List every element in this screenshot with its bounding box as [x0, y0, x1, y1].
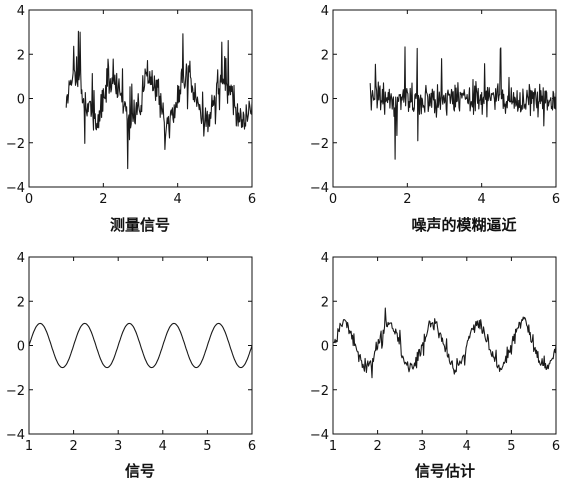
x-tick-label: 5 [507, 439, 515, 454]
x-tick-label: 0 [25, 192, 33, 207]
chart-panel-signal-estimate: 信号估计 1 2 3 4 5 6 −4 −2 0 2 4 [310, 251, 560, 480]
y-tick-label: 2 [321, 295, 329, 310]
y-tick-label: −4 [310, 181, 329, 196]
chart-panel-noise-fuzzy-approximation: 噪声的模糊逼近 0 2 4 6 −4 −2 0 2 4 [310, 4, 560, 234]
x-tick-label: 2 [99, 192, 107, 207]
y-tick-label: 2 [321, 48, 329, 63]
x-tick-label: 4 [174, 192, 182, 207]
panel-title: 信号估计 [415, 462, 475, 480]
y-tick-label: 4 [321, 4, 329, 19]
y-tick-label: 4 [321, 251, 329, 266]
x-tick-label: 1 [25, 439, 33, 454]
series-line [65, 30, 253, 170]
x-tick-label: 0 [329, 192, 337, 207]
x-tick-label: 6 [248, 439, 256, 454]
panel-title: 噪声的模糊逼近 [411, 216, 516, 234]
x-tick-label: 3 [114, 439, 122, 454]
x-tick-label: 4 [463, 439, 471, 454]
y-tick-label: 4 [17, 251, 25, 266]
x-tick-label: 4 [159, 439, 167, 454]
x-tick-label: 2 [403, 192, 411, 207]
y-tick-label: 0 [17, 340, 25, 355]
y-tick-label: 4 [17, 4, 25, 19]
y-tick-label: −2 [6, 384, 25, 399]
y-tick-label: −4 [310, 428, 329, 443]
panel-title: 信号 [125, 462, 155, 480]
axes-frame [28, 9, 253, 188]
panel-title: 测量信号 [110, 216, 170, 234]
x-tick-label: 5 [203, 439, 211, 454]
y-tick-label: 0 [321, 340, 329, 355]
x-tick-label: 6 [248, 192, 256, 207]
series-line [28, 322, 253, 369]
x-tick-label: 6 [552, 192, 560, 207]
x-tick-label: 1 [329, 439, 337, 454]
y-tick-label: −2 [310, 137, 329, 152]
y-tick-label: 0 [17, 93, 25, 108]
y-tick-label: 0 [321, 93, 329, 108]
series-line [369, 46, 557, 160]
y-tick-label: 2 [17, 48, 25, 63]
x-tick-label: 2 [69, 439, 77, 454]
y-tick-label: −4 [6, 428, 25, 443]
y-tick-label: −4 [6, 181, 25, 196]
x-tick-label: 6 [552, 439, 560, 454]
x-tick-label: 3 [418, 439, 426, 454]
chart-panel-measured-signal: 测量信号 0 2 4 6 −4 −2 0 2 4 [6, 4, 256, 234]
series-line [332, 307, 557, 379]
chart-panel-signal: 信号 1 2 3 4 5 6 −4 −2 0 2 4 [6, 251, 256, 480]
y-tick-label: 2 [17, 295, 25, 310]
x-tick-label: 4 [478, 192, 486, 207]
y-tick-label: −2 [310, 384, 329, 399]
y-tick-label: −2 [6, 137, 25, 152]
x-tick-label: 2 [373, 439, 381, 454]
